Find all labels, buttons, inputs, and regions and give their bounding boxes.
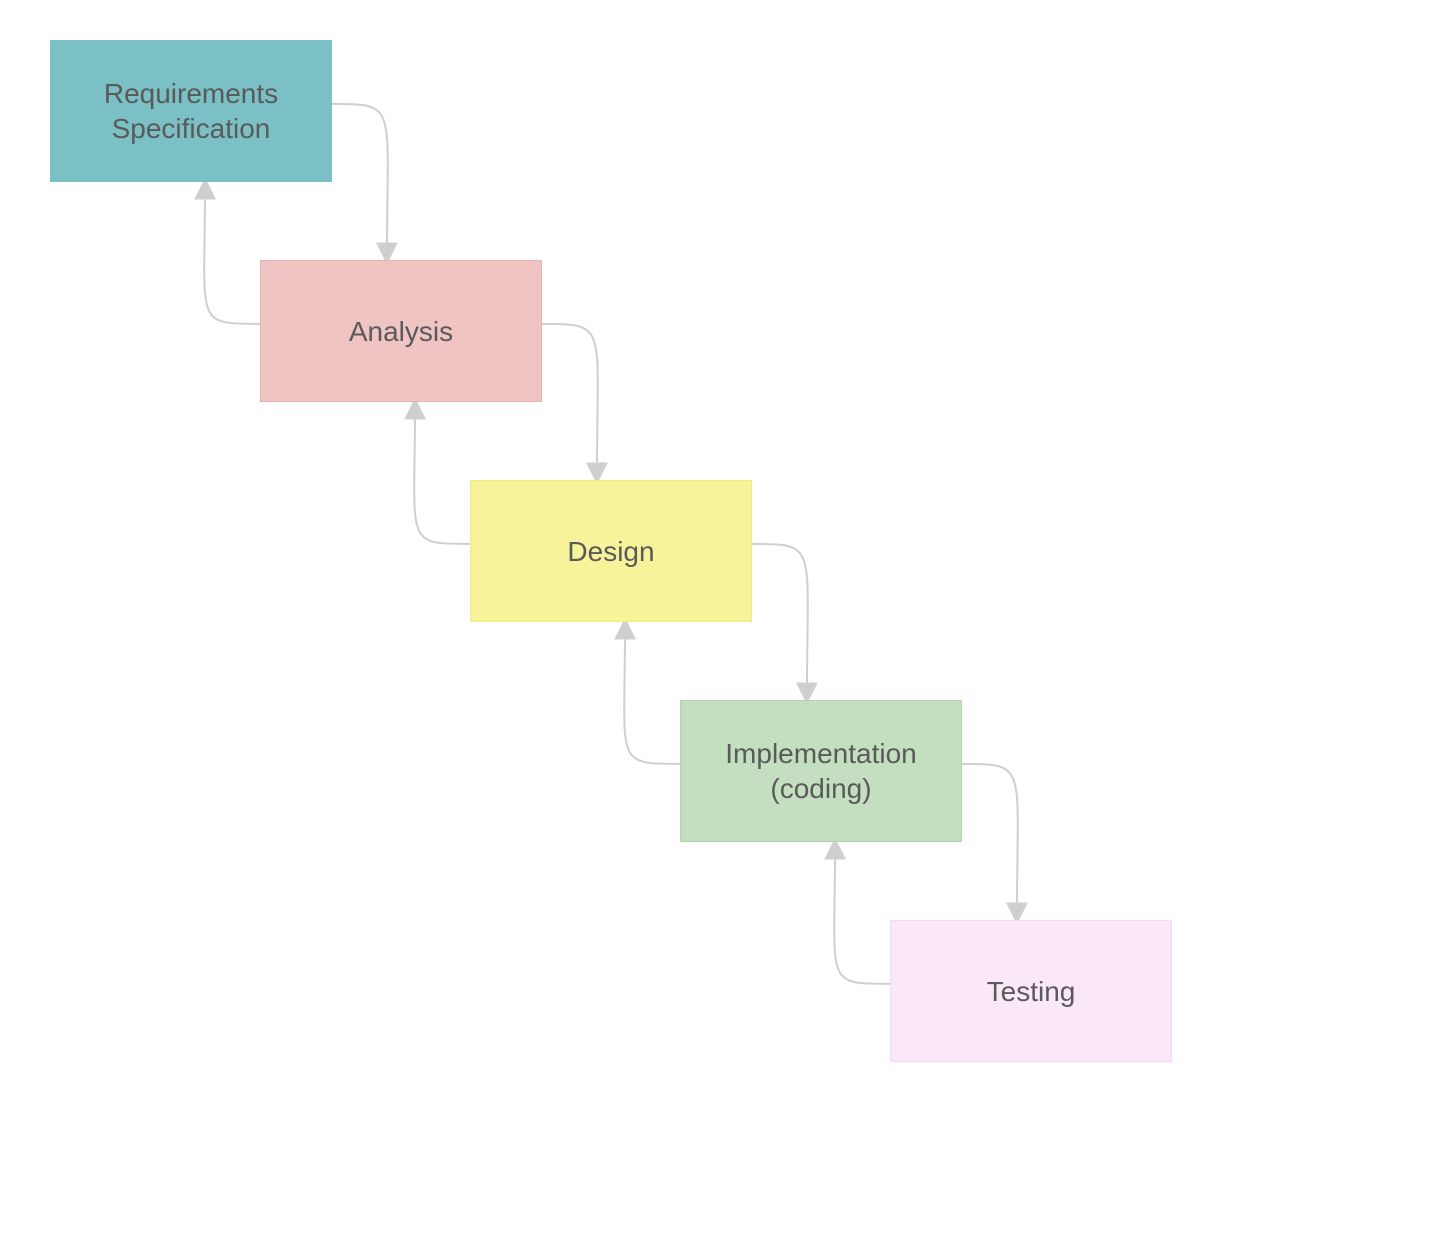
node-test: Testing [890,920,1172,1062]
node-des: Design [470,480,752,622]
edge-back-impl-des [624,622,680,764]
node-label-req: Requirements Specification [104,76,278,146]
diagram-canvas: Requirements Specification Analysis Design… [0,0,1436,1256]
node-impl: Implementation (coding) [680,700,962,842]
edge-back-ana-req [204,182,260,324]
edges-layer [0,0,1436,1256]
edge-forward-ana-des [542,324,598,480]
node-req: Requirements Specification [50,40,332,182]
node-label-des: Design [567,534,654,569]
edge-forward-des-impl [752,544,808,700]
edge-forward-impl-test [962,764,1018,920]
node-ana: Analysis [260,260,542,402]
edge-back-test-impl [834,842,890,984]
edge-back-des-ana [414,402,470,544]
edge-forward-req-ana [332,104,388,260]
node-label-ana: Analysis [349,314,453,349]
node-label-impl: Implementation (coding) [725,736,916,806]
node-label-test: Testing [987,974,1076,1009]
